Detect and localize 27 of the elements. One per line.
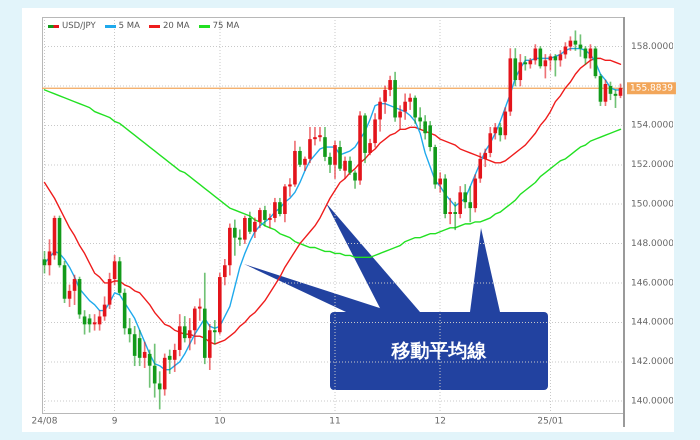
x-tick-label: 9 [112, 416, 118, 427]
x-tick-label: 12 [434, 416, 446, 427]
y-tick-label: 146.0000 [631, 278, 674, 288]
x-tick-label: 11 [329, 416, 341, 427]
y-tick-label: 148.0000 [631, 238, 674, 249]
annotation: 移動平均線 [392, 339, 486, 364]
candlestick [578, 34, 582, 57]
legend-label: 20 MA [162, 21, 190, 31]
y-tick-label: 152.0000 [631, 160, 674, 170]
ref-line-label: 155.8839 [630, 84, 674, 94]
y-tick-label: 140.0000 [631, 396, 674, 407]
candlestick [318, 127, 322, 142]
x-tick-label: 25/01 [537, 416, 564, 427]
y-tick-label: 142.0000 [631, 357, 674, 368]
legend-label: 5 MA [118, 21, 140, 31]
y-tick-label: 154.0000 [631, 120, 674, 131]
x-tick-label: 10 [214, 416, 226, 427]
y-tick-label: 150.0000 [631, 200, 674, 210]
candlestick [42, 251, 46, 274]
candlestick [614, 90, 618, 108]
legend-label: 75 MA [212, 21, 240, 31]
x-tick-label: 24/08 [32, 416, 58, 427]
legend-label: USD/JPY [62, 21, 96, 31]
y-tick-label: 144.0000 [631, 318, 674, 328]
y-tick-label: 158.0000 [631, 42, 674, 52]
candlestick [313, 127, 317, 146]
candlestick [288, 178, 292, 197]
